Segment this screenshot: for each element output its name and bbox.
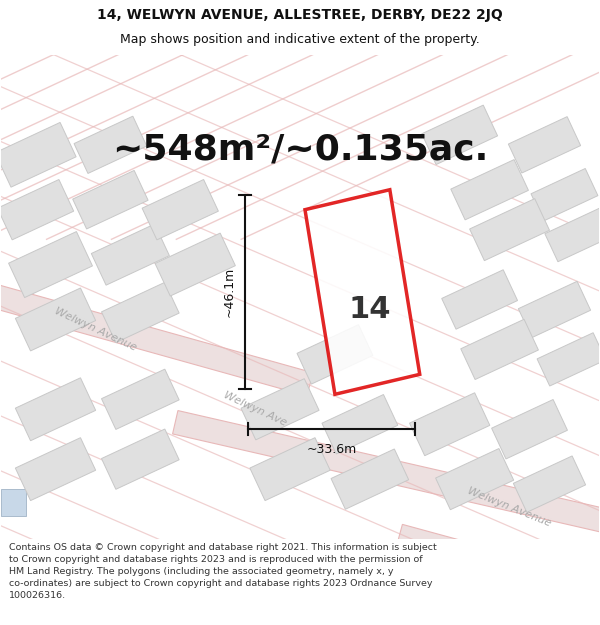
Polygon shape [518,281,590,338]
Text: Welwyn Avenue: Welwyn Avenue [53,306,138,353]
Polygon shape [16,288,95,351]
Text: 14: 14 [349,295,391,324]
Polygon shape [142,179,218,240]
Polygon shape [91,224,169,285]
Polygon shape [470,199,550,261]
Polygon shape [410,392,490,456]
Polygon shape [0,179,74,240]
Polygon shape [322,394,398,454]
Polygon shape [442,270,518,329]
Polygon shape [491,399,568,459]
Polygon shape [8,232,92,298]
Text: 14, WELWYN AVENUE, ALLESTREE, DERBY, DE22 2JQ: 14, WELWYN AVENUE, ALLESTREE, DERBY, DE2… [97,8,503,22]
Polygon shape [241,379,319,440]
Polygon shape [173,411,600,536]
Polygon shape [514,456,586,512]
Polygon shape [101,369,179,429]
Text: Welwyn Avenue: Welwyn Avenue [466,486,553,528]
Text: ~46.1m: ~46.1m [222,267,235,317]
Polygon shape [436,449,514,510]
Polygon shape [16,378,95,441]
Polygon shape [0,122,76,187]
Polygon shape [101,282,179,342]
Text: Contains OS data © Crown copyright and database right 2021. This information is : Contains OS data © Crown copyright and d… [9,542,437,600]
Polygon shape [537,332,600,386]
Text: Map shows position and indicative extent of the property.: Map shows position and indicative extent… [120,33,480,46]
Polygon shape [0,278,313,396]
Polygon shape [531,169,598,221]
Text: Welwyn Ave: Welwyn Ave [222,390,288,428]
Polygon shape [461,319,538,379]
Polygon shape [250,438,330,501]
Polygon shape [422,105,497,164]
Polygon shape [73,171,148,229]
Text: ~33.6m: ~33.6m [307,443,356,456]
Polygon shape [508,117,581,173]
Polygon shape [74,116,147,174]
Text: ~548m²/~0.135ac.: ~548m²/~0.135ac. [112,132,488,167]
Polygon shape [1,489,26,516]
Polygon shape [451,159,529,220]
Polygon shape [331,449,409,509]
Polygon shape [155,233,235,296]
Polygon shape [397,524,600,604]
Polygon shape [545,208,600,262]
Polygon shape [297,324,373,384]
Polygon shape [16,438,95,501]
Polygon shape [305,190,420,394]
Polygon shape [101,429,179,489]
